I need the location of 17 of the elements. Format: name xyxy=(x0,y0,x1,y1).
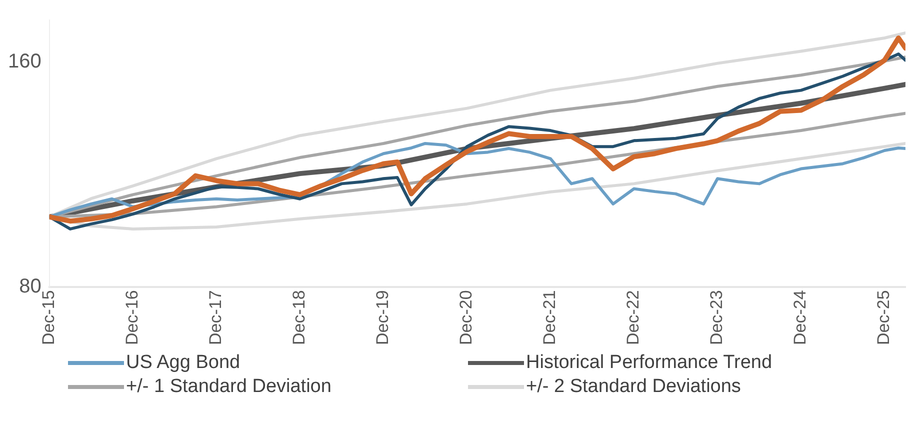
x-tick-label: Dec-22 xyxy=(624,290,643,346)
legend-label: +/- 2 Standard Deviations xyxy=(526,376,741,398)
x-tick-label: Dec-25 xyxy=(874,290,894,346)
x-tick-label: Dec-23 xyxy=(707,290,726,346)
x-tick-label: Dec-24 xyxy=(790,290,810,346)
legend-label: +/- 1 Standard Deviation xyxy=(126,376,332,398)
x-tick-label: Dec-17 xyxy=(206,290,226,346)
legend-label: Historical Performance Trend xyxy=(526,352,772,374)
x-tick-label: Dec-18 xyxy=(290,290,309,346)
x-tick-label: Dec-20 xyxy=(456,290,476,346)
x-tick-label: Dec-15 xyxy=(39,290,58,346)
y-tick-label: 160 xyxy=(8,50,42,73)
x-tick-label: Dec-21 xyxy=(540,290,560,346)
x-tick-label: Dec-19 xyxy=(373,290,392,346)
y-tick-label: 80 xyxy=(19,276,42,298)
x-tick-label: Dec-16 xyxy=(122,290,142,346)
legend-label: US Agg Bond xyxy=(126,352,240,374)
